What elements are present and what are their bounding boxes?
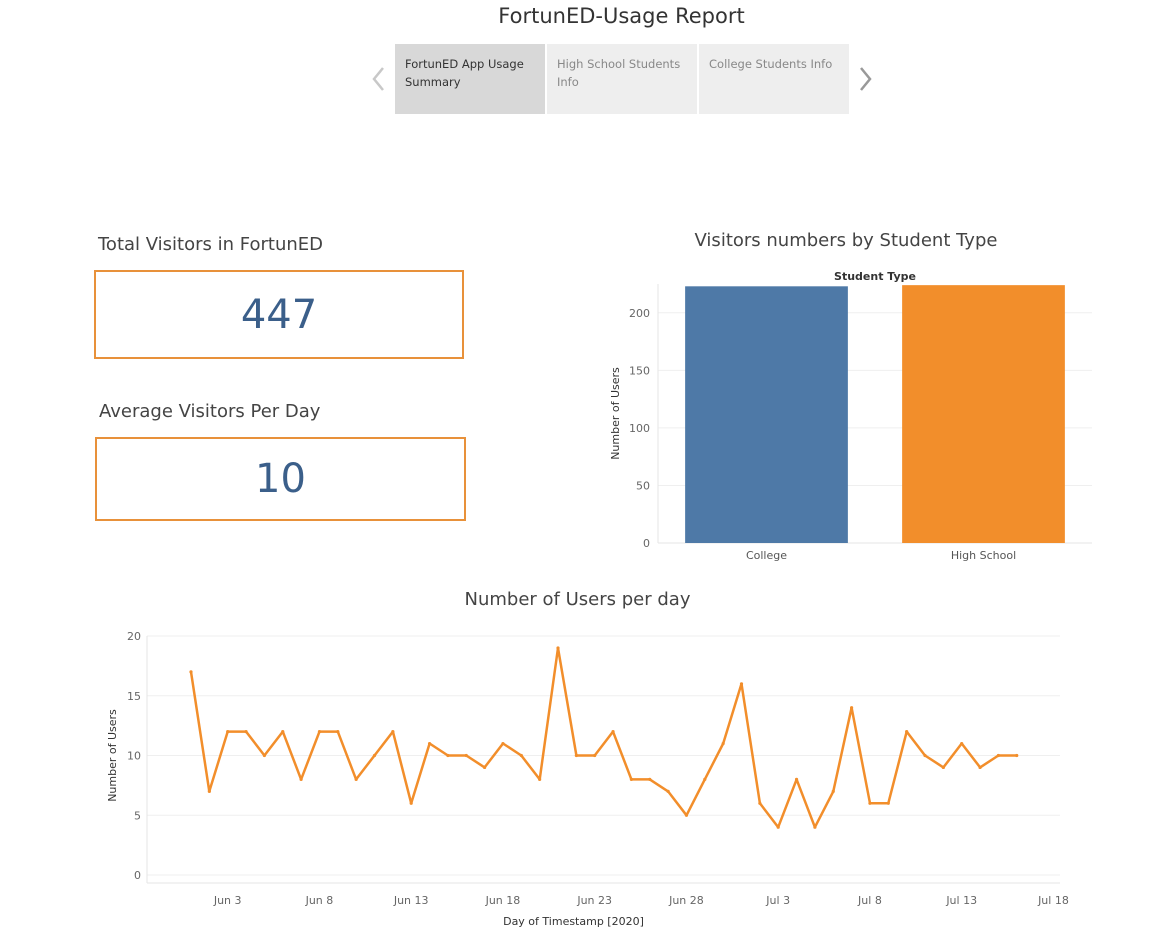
tab-app-usage-summary[interactable]: FortunED App Usage Summary [395,44,545,114]
next-arrow-icon[interactable] [853,64,877,94]
users-per-day-point [721,741,725,746]
bar-x-tick-label: High School [951,549,1016,562]
line-x-tick-label: Jun 28 [668,894,704,907]
line-y-tick-label: 15 [127,690,141,703]
total-visitors-title: Total Visitors in FortunED [98,234,323,255]
users-per-day-point [446,753,450,758]
users-per-day-point [850,706,854,710]
users-per-day-point [574,753,578,758]
users-per-day-point [281,730,285,734]
line-y-tick-label: 10 [127,750,141,763]
users-per-day-point [629,777,634,781]
bar-y-tick-label: 200 [629,307,650,320]
users-per-day-point [941,765,945,770]
report-title: FortunED-Usage Report [498,4,745,28]
line-x-tick-label: Jul 13 [945,894,977,907]
bar-y-tick-label: 150 [629,364,650,377]
users-per-day-point [556,646,560,650]
bar-y-axis-label: Number of Users [609,367,622,460]
users-per-day-point [739,682,744,686]
users-per-day-point [427,741,432,746]
users-per-day-point [666,789,670,793]
users-per-day-point [960,741,964,746]
users-per-day-point [336,730,340,734]
line-y-axis-label: Number of Users [106,709,119,802]
users-per-day-point [372,753,377,758]
users-per-day-point [519,753,523,758]
users-per-day-point [1015,753,1019,758]
users-per-day-point [886,801,890,805]
total-visitors-value: 447 [240,291,318,338]
line-x-tick-label: Jun 23 [576,894,612,907]
users-per-day-point [391,730,395,734]
users-per-day-point [354,777,358,781]
users-per-day-point [758,801,762,805]
users-per-day-point [648,777,652,781]
users-per-day-point [226,730,230,734]
users-per-day-point [593,753,597,758]
bar-chart-title: Visitors numbers by Student Type [694,230,998,251]
users-per-day-point [905,730,909,734]
avg-visitors-value: 10 [255,456,306,502]
users-per-day-point [831,789,835,793]
users-per-day-point [244,730,248,734]
users-per-day-point [776,825,780,829]
line-x-tick-label: Jun 3 [213,894,242,907]
line-x-tick-label: Jul 3 [765,894,790,907]
line-y-tick-label: 5 [134,809,141,822]
line-chart: 0 5 10 15 20 Jun 3 Jun 8 Jun 13 Jun 18 Jun 23 Jun … [106,630,1069,928]
users-per-day-point [483,765,487,770]
avg-visitors-title: Average Visitors Per Day [99,401,321,422]
users-per-day-point [813,825,817,829]
line-x-tick-label: Jul 8 [857,894,882,907]
users-per-day-line [189,646,1017,829]
bar-high-school [902,285,1065,543]
users-per-day-point [189,670,193,674]
users-per-day-point [464,753,468,758]
line-x-tick-label: Jun 18 [485,894,521,907]
bar-chart: Student Type 0 50 100 150 200 Number of Users C… [609,270,1092,562]
tab-high-school-students-info[interactable]: High School Students Info [547,44,697,114]
bar-x-tick-label: College [746,549,787,562]
users-per-day-point [538,777,542,781]
users-per-day-point [317,730,322,734]
users-per-day-point [299,777,303,781]
line-chart-title: Number of Users per day [464,589,691,610]
users-per-day-point [923,753,927,758]
line-x-tick-label: Jun 8 [305,894,334,907]
total-visitors-card: 447 [94,270,464,359]
line-x-tick-label: Jun 13 [393,894,429,907]
users-per-day-point [611,730,615,734]
line-x-tick-label: Jul 18 [1037,894,1069,907]
line-x-axis-label: Day of Timestamp [2020] [503,915,644,928]
line-y-tick-label: 20 [127,630,141,643]
users-per-day-point [501,741,505,746]
users-per-day-point [703,777,707,781]
users-per-day-point [207,789,211,793]
users-per-day-point [996,753,1001,758]
story-navigator: FortunED App Usage Summary High School S… [365,44,885,114]
users-per-day-point [978,765,982,770]
users-per-day-point [794,777,799,781]
bar-chart-header: Student Type [834,270,916,283]
tab-college-students-info[interactable]: College Students Info [699,44,849,114]
bar-college [685,286,848,543]
users-per-day-point [684,813,689,817]
users-per-day-point [262,753,266,758]
users-per-day-point [868,801,872,805]
avg-visitors-card: 10 [95,437,466,521]
previous-arrow-icon[interactable] [367,64,391,94]
users-per-day-point [409,801,413,805]
bar-y-tick-label: 0 [643,537,650,550]
bar-y-tick-label: 100 [629,422,650,435]
bar-y-tick-label: 50 [636,479,650,492]
line-y-tick-label: 0 [134,869,141,882]
